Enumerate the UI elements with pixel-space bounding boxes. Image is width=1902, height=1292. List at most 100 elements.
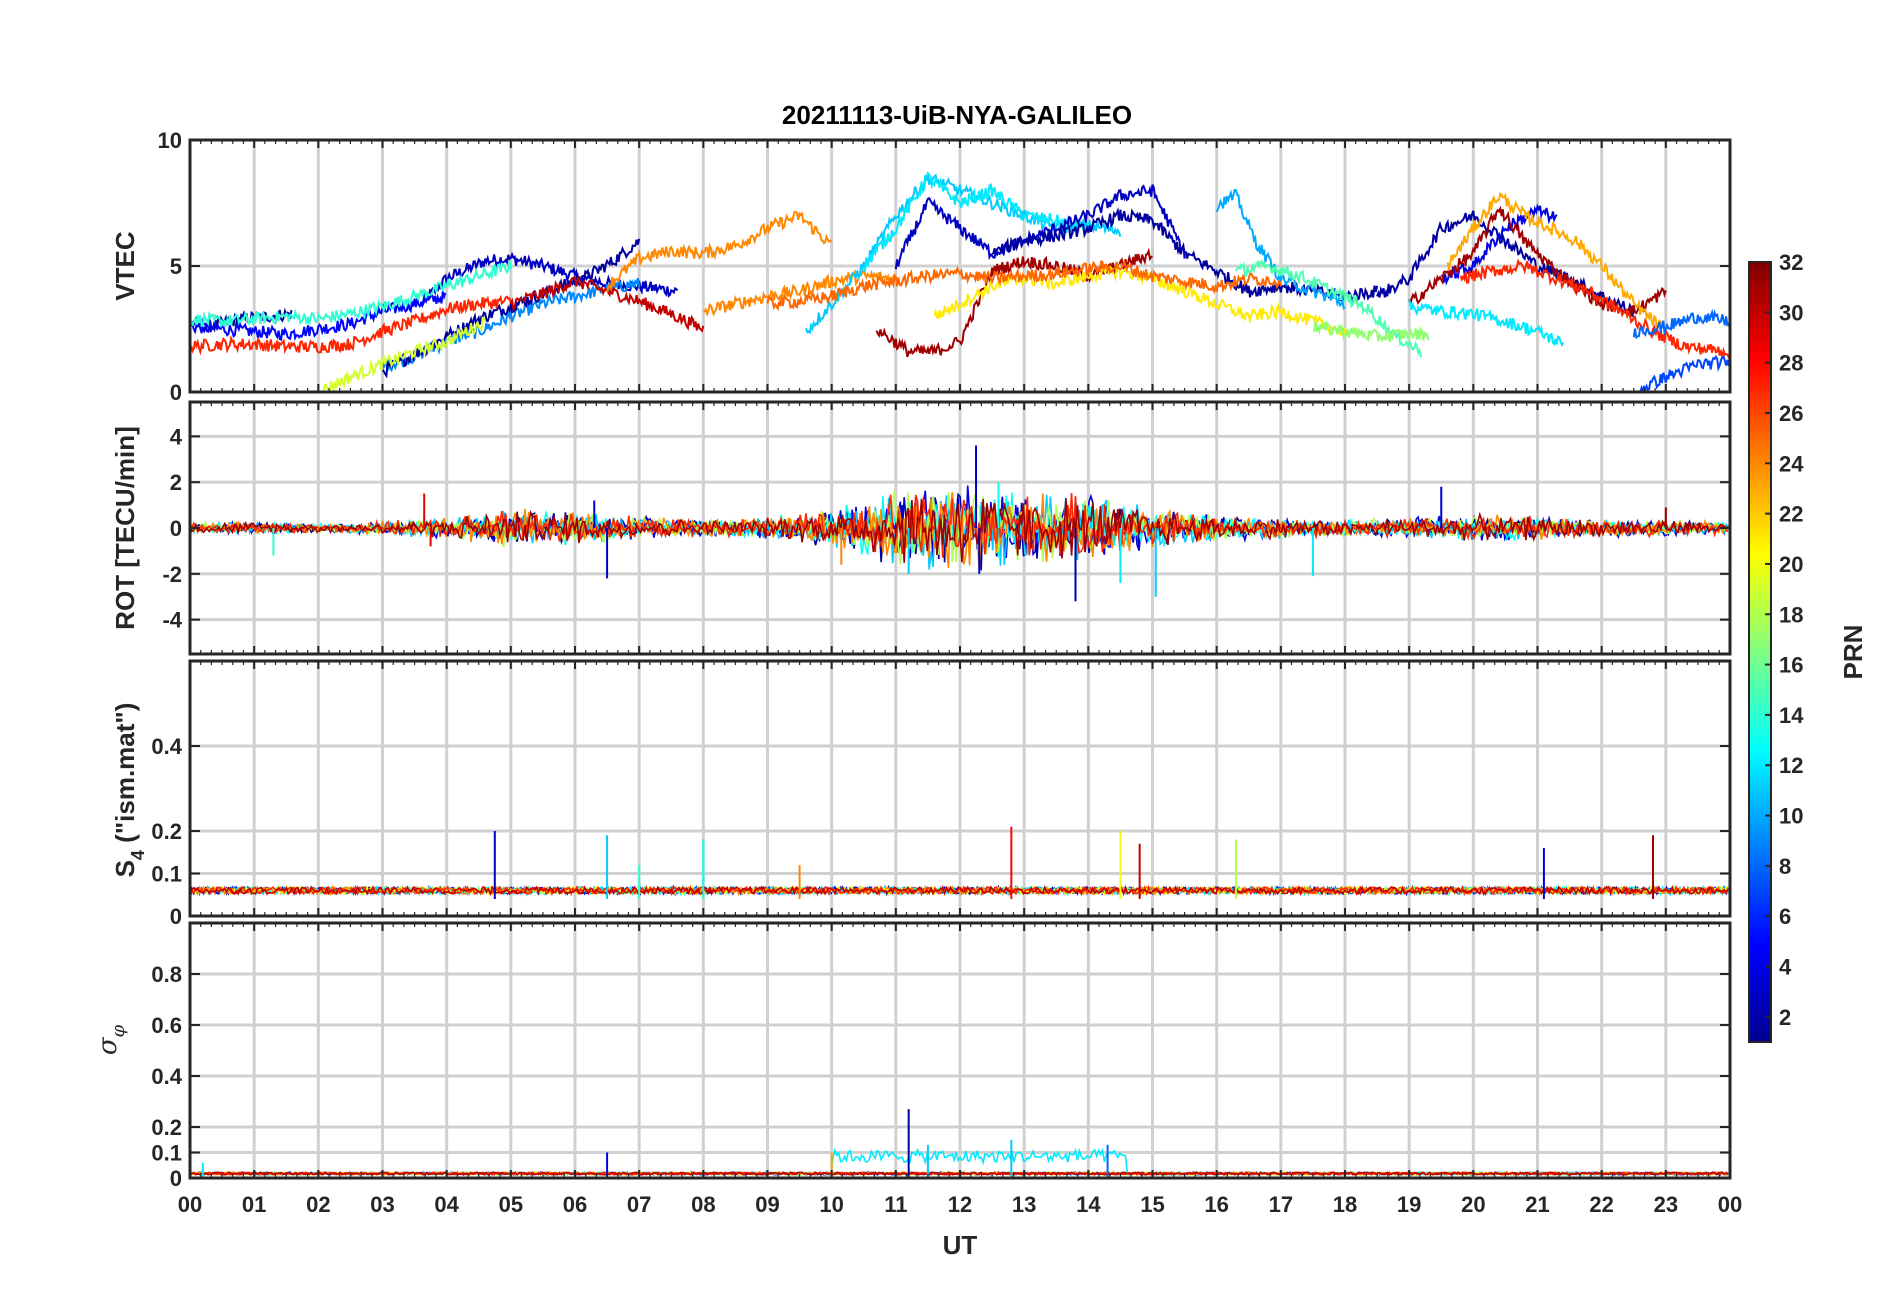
- rot-ytick-label: 4: [170, 424, 183, 449]
- sigma-ytick-label: 0.2: [151, 1115, 182, 1140]
- sigma-ylabel-main: σ: [93, 1036, 123, 1055]
- panel-s4-border: [188, 659, 1732, 918]
- colorbar-tick-label: 22: [1779, 502, 1803, 527]
- colorbar-tick-label: 12: [1779, 753, 1803, 778]
- vtec-series-prn-14: [190, 260, 512, 328]
- panel-vtec-border: [188, 138, 1732, 394]
- vtec-series-prn-17: [1312, 320, 1430, 343]
- x-tick-label: 01: [242, 1192, 266, 1217]
- vtec-series-prn-31: [1408, 205, 1667, 317]
- s4-series-prn-30: [190, 884, 1729, 897]
- s4-ylabel-rest: ("ism.mat"): [110, 703, 140, 850]
- vtec-ytick-label: 10: [158, 128, 182, 153]
- colorbar-tick-label: 4: [1779, 955, 1792, 980]
- s4-ytick-label: 0.4: [151, 734, 182, 759]
- colorbar-tick-label: 18: [1779, 602, 1803, 627]
- x-tick-label: 20: [1461, 1192, 1485, 1217]
- sigma-ylabel: σφ: [93, 1024, 129, 1055]
- panel-sigma: 00.10.2 0.4 0.6 0.8 σφ: [93, 921, 1732, 1191]
- colorbar-tick-label: 20: [1779, 552, 1803, 577]
- panel-s4-grid: [190, 661, 1730, 916]
- vtec-series-prn-12: [862, 170, 1090, 275]
- vtec-series-prn-8: [1632, 308, 1730, 340]
- colorbar-tick-label: 28: [1779, 351, 1803, 376]
- x-tick-label: 19: [1397, 1192, 1421, 1217]
- vtec-series-prn-10: [1215, 188, 1346, 311]
- x-tick-label: 04: [434, 1192, 459, 1217]
- x-tick-label: 03: [370, 1192, 394, 1217]
- x-tick-label: 05: [499, 1192, 523, 1217]
- sigma-ytick-label: 0.1: [151, 1141, 182, 1166]
- colorbar-tick-label: 32: [1779, 250, 1803, 275]
- panel-vtec-lines: [190, 170, 1730, 392]
- colorbar-label: PRN: [1838, 625, 1868, 680]
- rot-series-prn-27: [190, 493, 1729, 558]
- panel-rot-grid: [190, 402, 1730, 654]
- colorbar-tick-label: 8: [1779, 854, 1791, 879]
- s4-ytick-label: 0: [170, 904, 182, 929]
- vtec-series-prn-24: [703, 268, 897, 318]
- vtec-series-prn-27: [1459, 258, 1730, 361]
- panel-sigma-grid: [190, 923, 1730, 1178]
- panel-rot-border: [188, 400, 1732, 656]
- x-tick-label: 00: [178, 1192, 202, 1217]
- colorbar-gradient: [1748, 261, 1772, 1043]
- vtec-series-prn-4: [1441, 203, 1558, 286]
- x-tick-label: 13: [1012, 1192, 1036, 1217]
- vtec-series-prn-19: [318, 316, 487, 392]
- colorbar-tick-label: 16: [1779, 653, 1803, 678]
- sigma-ytick-label: 0.6: [151, 1013, 182, 1038]
- s4-ytick-label: 0.1: [151, 862, 182, 887]
- colorbar-tick-label: 26: [1779, 401, 1803, 426]
- x-tick-label: 14: [1076, 1192, 1101, 1217]
- s4-ylabel-sub: 4: [128, 850, 148, 860]
- x-tick-label: 10: [819, 1192, 843, 1217]
- x-tick-label: 16: [1204, 1192, 1228, 1217]
- x-tick-label: 02: [306, 1192, 330, 1217]
- x-tick-label: 17: [1269, 1192, 1293, 1217]
- vtec-series-prn-7: [1639, 354, 1730, 392]
- x-tick-label: 07: [627, 1192, 651, 1217]
- vtec-series-prn-3: [894, 184, 1186, 270]
- x-tick-label: 22: [1589, 1192, 1613, 1217]
- x-axis-label: UT: [943, 1230, 978, 1260]
- vtec-series-prn-15: [1235, 259, 1423, 358]
- sigma-ytick-label: 0.4: [151, 1064, 182, 1089]
- s4-ylabel-main: S: [110, 860, 140, 877]
- rot-series-prn-18: [190, 490, 1729, 565]
- x-tick-label: 15: [1140, 1192, 1164, 1217]
- x-tick-label: 00: [1718, 1192, 1742, 1217]
- vtec-series-prn-25: [766, 258, 1282, 312]
- x-tick-label: 21: [1525, 1192, 1549, 1217]
- s4-ytick-label: 0.2: [151, 819, 182, 844]
- rot-series-prn-31: [190, 498, 1729, 563]
- panel-vtec: 0 5 10 VTEC: [110, 128, 1732, 405]
- x-tick-label: 11: [884, 1192, 907, 1217]
- sigma-ytick-label: 0: [170, 1166, 182, 1191]
- sigma-ylabel-sub: φ: [108, 1024, 129, 1037]
- panel-sigma-border: [188, 921, 1732, 1180]
- panel-rot-lines: [190, 445, 1729, 602]
- svg-text:S4 ("ism.mat"): S4 ("ism.mat"): [110, 703, 148, 878]
- colorbar-tick-label: 6: [1779, 904, 1791, 929]
- x-tick-label: 12: [948, 1192, 972, 1217]
- panel-rot: 4 2 0 -2 -4 ROT [TECU/min]: [110, 400, 1732, 656]
- rot-ylabel: ROT [TECU/min]: [110, 426, 140, 630]
- panel-s4: 0 0.1 0.2 0.4 S4 ("ism.mat"): [110, 659, 1732, 929]
- x-axis-tick-labels: 00 01 02 03 04 05 06 07 08 09 10 11 12 13 14 15 16 17 18 19…: [178, 1192, 1742, 1217]
- colorbar-tick-label: 24: [1779, 451, 1804, 476]
- vtec-series-prn-27: [190, 294, 512, 356]
- vtec-ytick-label: 0: [170, 380, 182, 405]
- panel-s4-lines: [190, 826, 1729, 899]
- vtec-ytick-label: 5: [170, 254, 182, 279]
- vtec-series-prn-2: [190, 307, 293, 334]
- x-tick-label: 08: [691, 1192, 715, 1217]
- svg-text:σφ: σφ: [93, 1024, 129, 1055]
- vtec-series-prn-12: [1408, 299, 1565, 348]
- s4-series-prn-27: [190, 884, 1729, 897]
- colorbar-tick-label: 2: [1779, 1005, 1791, 1030]
- colorbar-tick-label: 14: [1779, 703, 1804, 728]
